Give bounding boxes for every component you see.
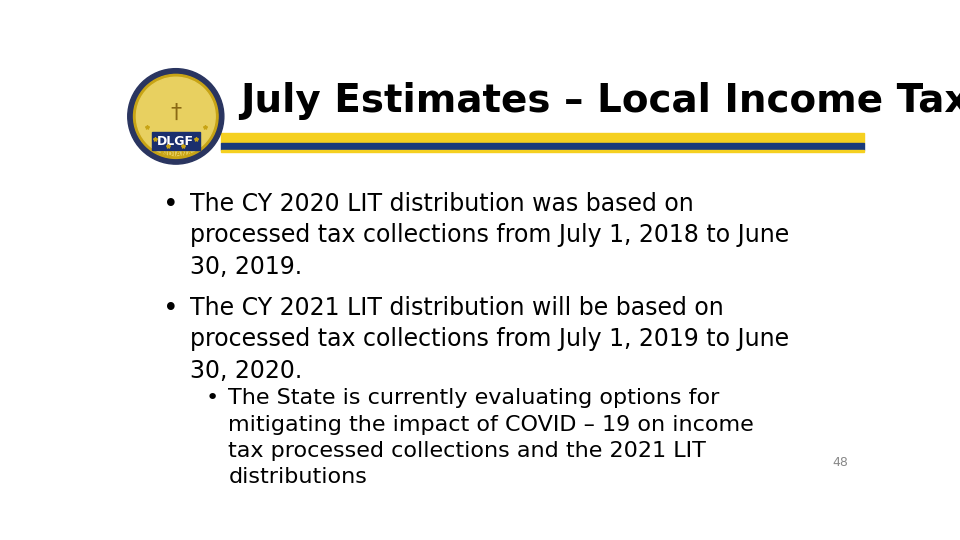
Text: The CY 2020 LIT distribution was based on
processed tax collections from July 1,: The CY 2020 LIT distribution was based o… bbox=[190, 192, 789, 279]
Text: •: • bbox=[162, 192, 179, 218]
Circle shape bbox=[136, 77, 215, 156]
Bar bbox=[221, 143, 864, 150]
Bar bbox=[221, 132, 864, 143]
Bar bbox=[221, 150, 864, 152]
Text: DLGF: DLGF bbox=[157, 134, 194, 148]
Text: July Estimates – Local Income Tax: July Estimates – Local Income Tax bbox=[240, 82, 960, 120]
Text: •: • bbox=[162, 296, 179, 322]
Text: †: † bbox=[170, 103, 181, 123]
Text: INDIANA: INDIANA bbox=[159, 151, 192, 157]
Circle shape bbox=[133, 75, 218, 158]
Text: The CY 2021 LIT distribution will be based on
processed tax collections from Jul: The CY 2021 LIT distribution will be bas… bbox=[190, 296, 789, 383]
Text: The State is currently evaluating options for
mitigating the impact of COVID – 1: The State is currently evaluating option… bbox=[228, 388, 755, 488]
Bar bbox=[152, 132, 200, 150]
Text: 48: 48 bbox=[832, 456, 849, 469]
Text: •: • bbox=[205, 388, 219, 408]
Circle shape bbox=[128, 69, 224, 164]
